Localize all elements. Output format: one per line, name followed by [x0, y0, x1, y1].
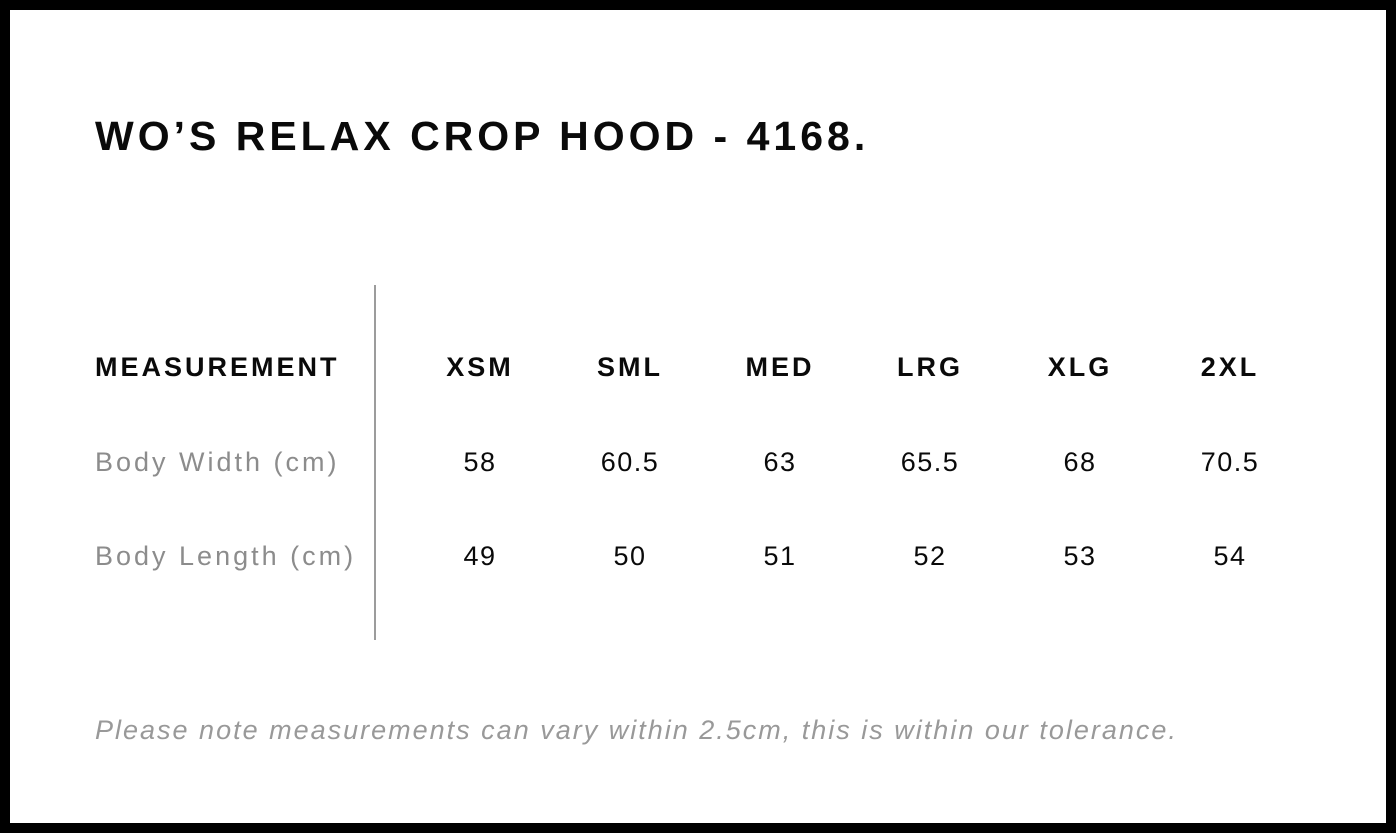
value-cell: 54 [1213, 541, 1247, 571]
column-divider-line [374, 285, 376, 640]
value-cell: 50 [613, 541, 647, 571]
page-title: WO’S RELAX CROP HOOD - 4168. [95, 113, 870, 159]
size-header-med: MED [745, 352, 815, 382]
size-header-2xl: 2XL [1200, 352, 1260, 382]
value-cell: 58 [463, 447, 497, 477]
row-label-body-length: Body Length (cm) [95, 541, 357, 571]
size-header-lrg: LRG [897, 352, 963, 382]
value-cell: 51 [763, 541, 797, 571]
value-cell: 60.5 [600, 447, 660, 477]
size-chart-header-row: MEASUREMENT XSM SML MED LRG XLG 2XL [95, 352, 1305, 383]
value-cell: 68 [1063, 447, 1097, 477]
size-header-sml: SML [597, 352, 663, 382]
tolerance-note: Please note measurements can vary within… [95, 715, 1178, 745]
table-row-body-width: Body Width (cm) 58 60.5 63 65.5 68 70.5 [95, 447, 1305, 478]
value-cell: 53 [1063, 541, 1097, 571]
value-cell: 63 [763, 447, 797, 477]
value-cell: 52 [913, 541, 947, 571]
value-cell: 49 [463, 541, 497, 571]
size-header-xsm: XSM [446, 352, 514, 382]
value-cell: 70.5 [1200, 447, 1260, 477]
measurement-column-header: MEASUREMENT [95, 352, 340, 382]
size-header-xlg: XLG [1047, 352, 1113, 382]
table-row-body-length: Body Length (cm) 49 50 51 52 53 54 [95, 541, 1305, 572]
row-label-body-width: Body Width (cm) [95, 447, 340, 477]
value-cell: 65.5 [900, 447, 960, 477]
